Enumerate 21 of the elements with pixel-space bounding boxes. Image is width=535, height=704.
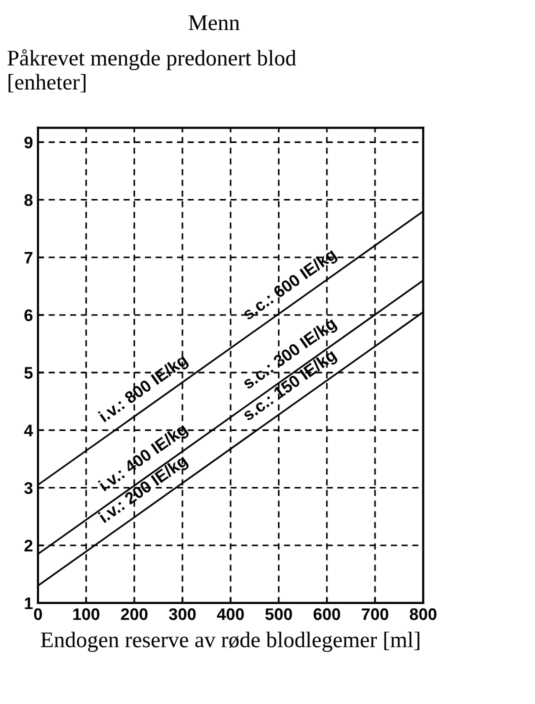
y-tick-label: 3 <box>24 482 33 494</box>
y-tick-label: 1 <box>24 598 33 610</box>
x-tick-label: 300 <box>168 608 196 620</box>
y-tick-label: 2 <box>24 540 32 552</box>
y-tick-label: 6 <box>24 309 33 322</box>
y-tick-label: 5 <box>24 367 33 379</box>
x-tick-label: 700 <box>362 608 388 620</box>
y-tick-label: 7 <box>24 252 32 264</box>
x-axis-title: Endogen reserve av røde blodlegemer [ml] <box>40 632 420 652</box>
x-tick-label: 100 <box>73 608 100 620</box>
chart-title: Menn <box>188 15 240 30</box>
x-tick-label: 500 <box>265 608 292 620</box>
y-axis-title: Påkrevet mengde predonert blod [enheter] <box>8 49 296 92</box>
y-tick-label: 8 <box>24 194 33 206</box>
x-tick-label: 400 <box>216 608 244 620</box>
x-tick-label: 0 <box>34 608 42 620</box>
x-tick-label: 600 <box>314 608 340 620</box>
y-tick-label: 4 <box>24 424 34 436</box>
y-tick-label: 9 <box>24 136 33 148</box>
x-tick-label: 200 <box>120 608 148 620</box>
x-tick-label: 800 <box>410 608 436 620</box>
